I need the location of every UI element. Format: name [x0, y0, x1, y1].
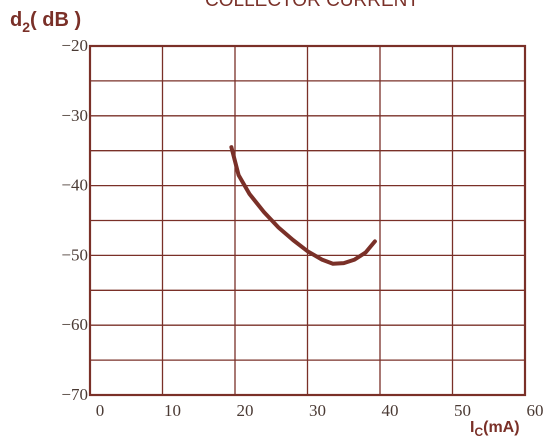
x-tick-label: 0	[96, 401, 105, 420]
svg-text:d2( dB ): d2( dB )	[10, 9, 81, 35]
y-axis-label-unit: ( dB )	[30, 9, 81, 31]
y-tick-label: −50	[61, 245, 88, 264]
x-tick-label: 40	[382, 401, 399, 420]
x-axis-label-main: I	[470, 419, 474, 436]
y-tick-label: −60	[61, 315, 88, 334]
plot-border	[88, 44, 527, 397]
y-axis-label-main: d	[10, 9, 22, 31]
x-tick-label: 50	[454, 401, 471, 420]
plot-frame	[88, 44, 527, 397]
x-tick-label: 10	[164, 401, 181, 420]
y-axis-label: d2( dB )	[10, 9, 81, 35]
series-line	[229, 145, 377, 266]
x-axis-label: IC(mA)	[470, 419, 520, 439]
x-axis-label-unit: (mA)	[483, 419, 519, 436]
y-tick-label: −20	[61, 36, 88, 55]
chart-title: COLLECTOR CURRENT	[205, 0, 419, 11]
y-tick-labels: −20 −30 −40 −50 −60 −70	[61, 36, 88, 404]
x-tick-label: 30	[309, 401, 326, 420]
series-group	[229, 145, 377, 266]
chart-title-group: COLLECTOR CURRENT	[205, 0, 419, 11]
x-tick-labels: 0 10 20 30 40 50 60	[96, 401, 544, 420]
y-tick-label: −40	[61, 176, 88, 195]
grid	[90, 46, 525, 395]
y-tick-label: −30	[61, 106, 88, 125]
svg-text:IC(mA): IC(mA)	[470, 419, 520, 439]
y-tick-label: −70	[61, 385, 88, 404]
y-axis-label-sub: 2	[22, 19, 30, 35]
x-tick-label: 60	[527, 401, 544, 420]
x-tick-label: 20	[237, 401, 254, 420]
x-axis-label-sub: C	[474, 425, 483, 439]
